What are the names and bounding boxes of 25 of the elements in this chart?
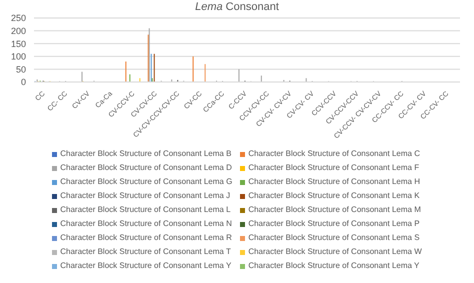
y-tick-label: 200 (10, 26, 26, 36)
legend-label: Character Block Structure of Consonant Lema S (248, 232, 420, 244)
legend-label: Character Block Structure of Consonant Lema H (248, 176, 420, 188)
chart-title: Lema Consonant (194, 0, 280, 14)
legend-label: Character Block Structure of Consonant Lema G (60, 176, 232, 188)
y-tick-label: 150 (10, 38, 26, 49)
legend-label: Character Block Structure of Consonant Lema D (60, 162, 232, 174)
y-tick-label: 100 (10, 52, 26, 62)
legend-label: Character Block Structure of Consonant Lema B (60, 148, 232, 160)
legend-label: Character Block Structure of Consonant Lema L (60, 204, 231, 216)
legend-label: Character Block Structure of Consonant Lema Y (248, 260, 420, 272)
legend-label: Character Block Structure of Consonant Lema W (248, 246, 422, 258)
legend-label: Character Block Structure of Consonant Lema K (248, 190, 420, 202)
legend-label: Character Block Structure of Consonant Lema M (248, 204, 421, 216)
legend-label: Character Block Structure of Consonant Lema Y (60, 260, 232, 272)
legend-label: Character Block Structure of Consonant Lema R (60, 232, 232, 244)
y-tick-label: 250 (10, 13, 26, 24)
legend-label: Character Block Structure of Consonant Lema N (60, 218, 232, 230)
legend-label: Character Block Structure of Consonant Lema J (60, 190, 230, 202)
legend-label: Character Block Structure of Consonant Lema F (248, 162, 420, 174)
y-tick-label: 0 (20, 77, 26, 88)
y-tick-label: 50 (16, 64, 26, 74)
legend-label: Character Block Structure of Consonant Lema P (248, 218, 420, 230)
legend-label: Character Block Structure of Consonant Lema T (60, 246, 231, 258)
legend-label: Character Block Structure of Consonant Lema C (248, 148, 420, 160)
